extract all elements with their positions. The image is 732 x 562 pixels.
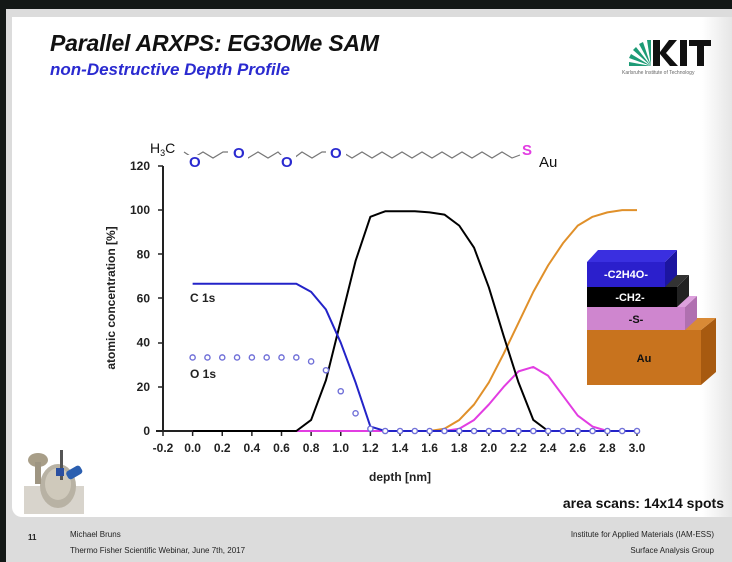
x-tick-label: -0.2 <box>153 441 174 455</box>
layer-ch2 <box>587 287 677 307</box>
series-o-1s <box>189 354 641 435</box>
molecule-structure: H3C O O O O O O O O S Au <box>150 140 557 171</box>
svg-text:O: O <box>233 145 245 162</box>
sulfur-atom: S <box>522 142 532 159</box>
svg-text:-C2H4O-: -C2H4O- <box>604 269 648 281</box>
kit-tagline: Karlsruhe Institute of Technology <box>622 70 695 76</box>
y-tick-label: 120 <box>130 159 150 173</box>
x-tick-label: 0.6 <box>273 441 290 455</box>
footer-author: Michael Bruns <box>70 530 121 539</box>
footer-event: Thermo Fisher Scientific Webinar, June 7… <box>70 546 246 555</box>
x-tick-label: 2.0 <box>481 441 498 455</box>
x-axis-label: depth [nm] <box>369 470 431 484</box>
y-tick-label: 40 <box>137 336 151 350</box>
x-tick-label: 3.0 <box>629 441 646 455</box>
x-tick-label: 0.4 <box>244 441 261 455</box>
svg-text:O: O <box>330 145 342 162</box>
gold-substrate-label: Au <box>539 154 557 171</box>
y-tick-label: 0 <box>143 424 150 438</box>
kit-logo <box>629 40 711 66</box>
series-layer <box>189 209 641 435</box>
x-tick-labels: -0.2 0.0 0.2 0.4 0.6 0.8 1.0 1.2 1.4 1.6 1.8 2.0 2.2… <box>153 441 646 455</box>
svg-text:-S-: -S- <box>629 314 644 326</box>
x-tick-label: 1.0 <box>332 441 349 455</box>
x-tick-label: 0.2 <box>214 441 231 455</box>
page-number: 11 <box>28 533 37 542</box>
series-c-1s-ch2- <box>192 210 637 432</box>
series-au-4f <box>192 209 637 432</box>
layer-au <box>587 330 701 385</box>
y-tick-label: 60 <box>137 292 151 306</box>
footer-group: Surface Analysis Group <box>630 546 714 555</box>
kit-fan-icon <box>629 40 651 66</box>
x-tick-label: 2.8 <box>599 441 616 455</box>
y-tick-labels: 0 20 40 60 80 100 120 <box>130 159 150 438</box>
y-tick-label: 100 <box>130 203 150 217</box>
x-tick-label: 1.4 <box>392 441 409 455</box>
o1s-label: O 1s <box>190 367 216 381</box>
x-tick-label: 1.2 <box>362 441 379 455</box>
svg-text:Au: Au <box>637 353 652 365</box>
y-axis-label: atomic concentration [%] <box>104 226 118 369</box>
slide-title: Parallel ARXPS: EG3OMe SAM <box>50 30 379 56</box>
layer-stack-diagram: Au -S- -CH2- -C2H4O- <box>587 250 716 385</box>
x-tick-label: 1.6 <box>421 441 438 455</box>
x-tick-label: 2.2 <box>510 441 527 455</box>
x-tick-label: 2.4 <box>540 441 557 455</box>
x-tick-label: 1.8 <box>451 441 468 455</box>
c1s-label: C 1s <box>190 291 216 305</box>
series-s-2p <box>192 365 637 432</box>
y-ticks <box>158 165 163 388</box>
axes <box>156 166 640 432</box>
xps-instrument-image <box>24 450 84 514</box>
x-tick-label: 0.8 <box>303 441 320 455</box>
svg-text:O: O <box>189 154 201 171</box>
series-c-1s-c2h4o- <box>192 282 637 432</box>
x-tick-label: 0.0 <box>184 441 201 455</box>
x-tick-label: 2.6 <box>569 441 586 455</box>
area-scans-note: area scans: 14x14 spots <box>562 495 724 511</box>
y-tick-label: 80 <box>137 247 151 261</box>
ch3-label: H3C <box>150 140 175 158</box>
svg-text:-CH2-: -CH2- <box>615 292 645 304</box>
footer-institute: Institute for Applied Materials (IAM-ESS… <box>570 530 714 539</box>
layer-s <box>587 307 685 330</box>
slide-subtitle: non-Destructive Depth Profile <box>50 60 290 79</box>
layer-c2h4o <box>587 262 665 287</box>
y-tick-label: 20 <box>137 380 151 394</box>
svg-text:O: O <box>281 154 293 171</box>
